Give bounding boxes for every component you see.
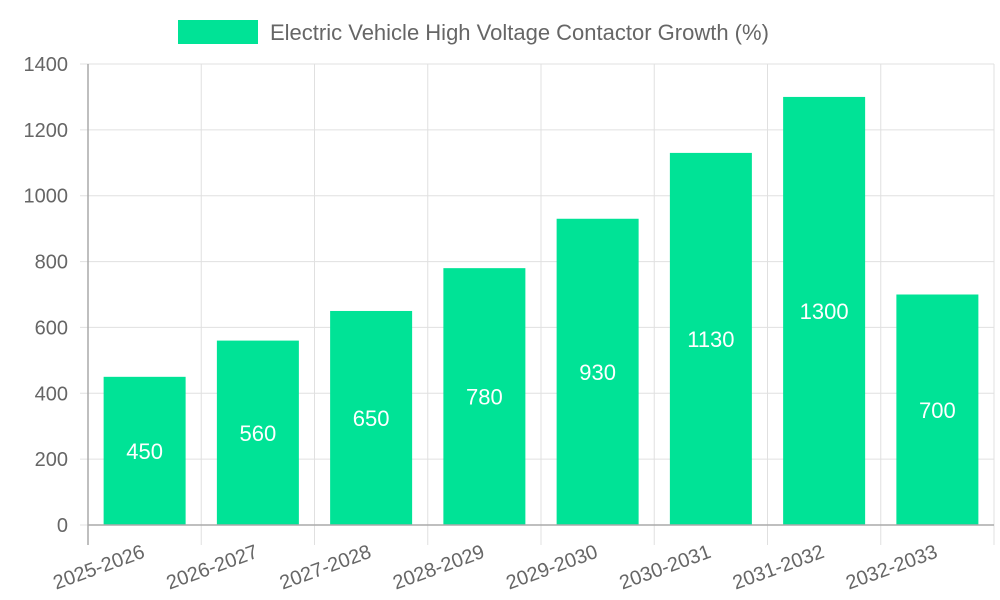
data-label: 560 <box>240 421 277 446</box>
y-tick-label: 0 <box>57 515 68 537</box>
bars <box>103 96 979 526</box>
legend-label[interactable]: Electric Vehicle High Voltage Contactor … <box>270 20 769 45</box>
data-labels: 450 560 650 780 930 1130 1300 700 <box>126 299 955 464</box>
x-tick-label: 2029-2030 <box>503 541 600 594</box>
x-tick-label: 2032-2033 <box>843 541 940 594</box>
x-axis-tick-labels: 2025-2026 2026-2027 2027-2028 2028-2029 2029… <box>50 541 940 594</box>
y-axis-tick-labels: 0 200 400 600 800 1000 1200 1400 <box>24 54 69 537</box>
bar[interactable] <box>216 340 299 525</box>
y-tick-label: 400 <box>35 383 68 405</box>
x-tick-label: 2027-2028 <box>277 541 374 594</box>
grid <box>80 63 995 545</box>
y-tick-label: 200 <box>35 449 68 471</box>
bar[interactable] <box>556 218 639 525</box>
y-tick-label: 1200 <box>24 120 69 142</box>
data-label: 1130 <box>687 327 734 352</box>
data-label: 1300 <box>800 299 849 324</box>
bar[interactable] <box>103 376 186 525</box>
legend[interactable]: Electric Vehicle High Voltage Contactor … <box>178 20 769 45</box>
data-label: 650 <box>353 406 390 431</box>
bar[interactable] <box>443 268 526 525</box>
bar[interactable] <box>783 96 866 525</box>
y-tick-label: 800 <box>35 252 68 274</box>
bar[interactable] <box>669 152 752 525</box>
bar[interactable] <box>896 294 979 526</box>
bar[interactable] <box>330 310 413 525</box>
x-tick-label: 2028-2029 <box>390 541 487 594</box>
x-tick-label: 2025-2026 <box>50 541 147 594</box>
x-tick-label: 2030-2031 <box>617 541 714 594</box>
data-label: 450 <box>126 439 163 464</box>
axes <box>87 64 994 545</box>
legend-swatch[interactable] <box>178 20 258 44</box>
y-tick-label: 1000 <box>24 186 69 208</box>
x-tick-label: 2026-2027 <box>164 541 261 594</box>
data-label: 780 <box>466 385 503 410</box>
y-tick-label: 1400 <box>24 54 69 76</box>
data-label: 700 <box>919 398 956 423</box>
x-tick-label: 2031-2032 <box>730 541 827 594</box>
y-tick-label: 600 <box>35 317 68 339</box>
data-label: 930 <box>579 360 616 385</box>
